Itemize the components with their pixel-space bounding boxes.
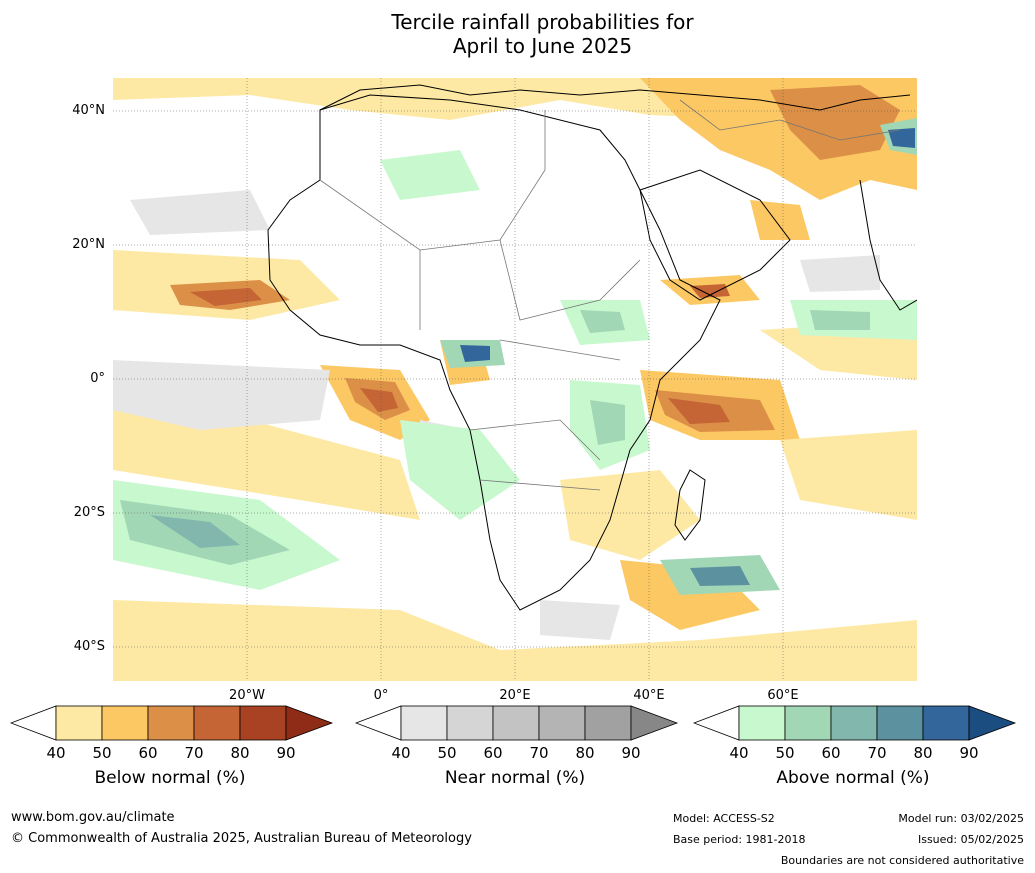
colorbar-segment	[400, 705, 448, 741]
colorbar-tick-label: 40	[729, 744, 749, 762]
graticule	[113, 78, 917, 681]
colorbar-tick-label: 80	[575, 744, 595, 762]
lon-label-60e: 60°E	[767, 688, 799, 703]
colorbar-tick-label: 40	[391, 744, 411, 762]
footer-model-run: Model run: 03/02/2025	[898, 812, 1024, 825]
colorbar-tick-label: 90	[621, 744, 641, 762]
colorbar-segment	[147, 705, 195, 741]
colorbar-segment	[876, 705, 924, 741]
colorbar-low-extension	[355, 705, 402, 741]
colorbar-segment	[55, 705, 103, 741]
colorbar-tick-label: 60	[483, 744, 503, 762]
lon-label-20w: 20°W	[229, 688, 265, 703]
colorbar-tick-label: 80	[913, 744, 933, 762]
colorbar-tick-label: 60	[821, 744, 841, 762]
colorbar-segment	[446, 705, 494, 741]
footer-disclaimer: Boundaries are not considered authoritat…	[780, 854, 1024, 867]
colorbar-tick-label: 70	[184, 744, 204, 762]
lon-label-40e: 40°E	[633, 688, 665, 703]
colorbar-tick-label: 90	[959, 744, 979, 762]
colorbar-low-extension	[693, 705, 740, 741]
colorbar-tick-label: 50	[775, 744, 795, 762]
footer-url: www.bom.gov.au/climate	[11, 810, 175, 825]
colorbar-segment	[584, 705, 632, 741]
title-line-2: April to June 2025	[452, 34, 633, 58]
map-fill-layer	[113, 78, 917, 681]
lat-label-20s: 20°S	[73, 505, 105, 520]
lat-label-40n: 40°N	[72, 103, 105, 118]
lat-label-20n: 20°N	[72, 237, 105, 252]
colorbar-segment	[830, 705, 878, 741]
colorbar-high-extension	[968, 705, 1017, 741]
footer-copyright: © Commonwealth of Australia 2025, Austra…	[11, 831, 472, 846]
colorbar-label-near: Near normal (%)	[444, 768, 586, 788]
colorbar-above-normal	[693, 705, 1017, 741]
colorbar-tick-label: 50	[92, 744, 112, 762]
colorbar-near-normal	[355, 705, 679, 741]
colorbar-segment	[784, 705, 832, 741]
colorbar-segment	[738, 705, 786, 741]
colorbar-segment	[101, 705, 149, 741]
lat-label-0: 0°	[90, 371, 105, 386]
colorbar-below-normal	[10, 705, 334, 741]
lat-label-40s: 40°S	[73, 639, 105, 654]
colorbar-label-below: Below normal (%)	[94, 768, 246, 788]
colorbar-tick-label: 50	[437, 744, 457, 762]
colorbar-segment	[922, 705, 970, 741]
colorbar-segment	[193, 705, 241, 741]
colorbar-high-extension	[630, 705, 679, 741]
colorbar-tick-label: 40	[46, 744, 66, 762]
footer-issued: Issued: 05/02/2025	[917, 833, 1024, 846]
title-line-1: Tercile rainfall probabilities for	[391, 10, 694, 34]
colorbar-high-extension	[285, 705, 334, 741]
map-title: Tercile rainfall probabilities for April…	[0, 10, 1035, 58]
colorbar-low-extension	[10, 705, 57, 741]
lon-label-0: 0°	[373, 688, 389, 703]
colorbar-segment	[538, 705, 586, 741]
colorbar-label-above: Above normal (%)	[776, 768, 930, 788]
colorbar-tick-label: 80	[230, 744, 250, 762]
colorbar-segment	[492, 705, 540, 741]
footer-base-period: Base period: 1981-2018	[673, 833, 806, 846]
footer-model: Model: ACCESS-S2	[673, 812, 775, 825]
colorbar-tick-label: 90	[276, 744, 296, 762]
colorbar-tick-label: 70	[867, 744, 887, 762]
lon-label-20e: 20°E	[499, 688, 531, 703]
colorbar-segment	[239, 705, 287, 741]
colorbar-tick-label: 60	[138, 744, 158, 762]
colorbar-tick-label: 70	[529, 744, 549, 762]
